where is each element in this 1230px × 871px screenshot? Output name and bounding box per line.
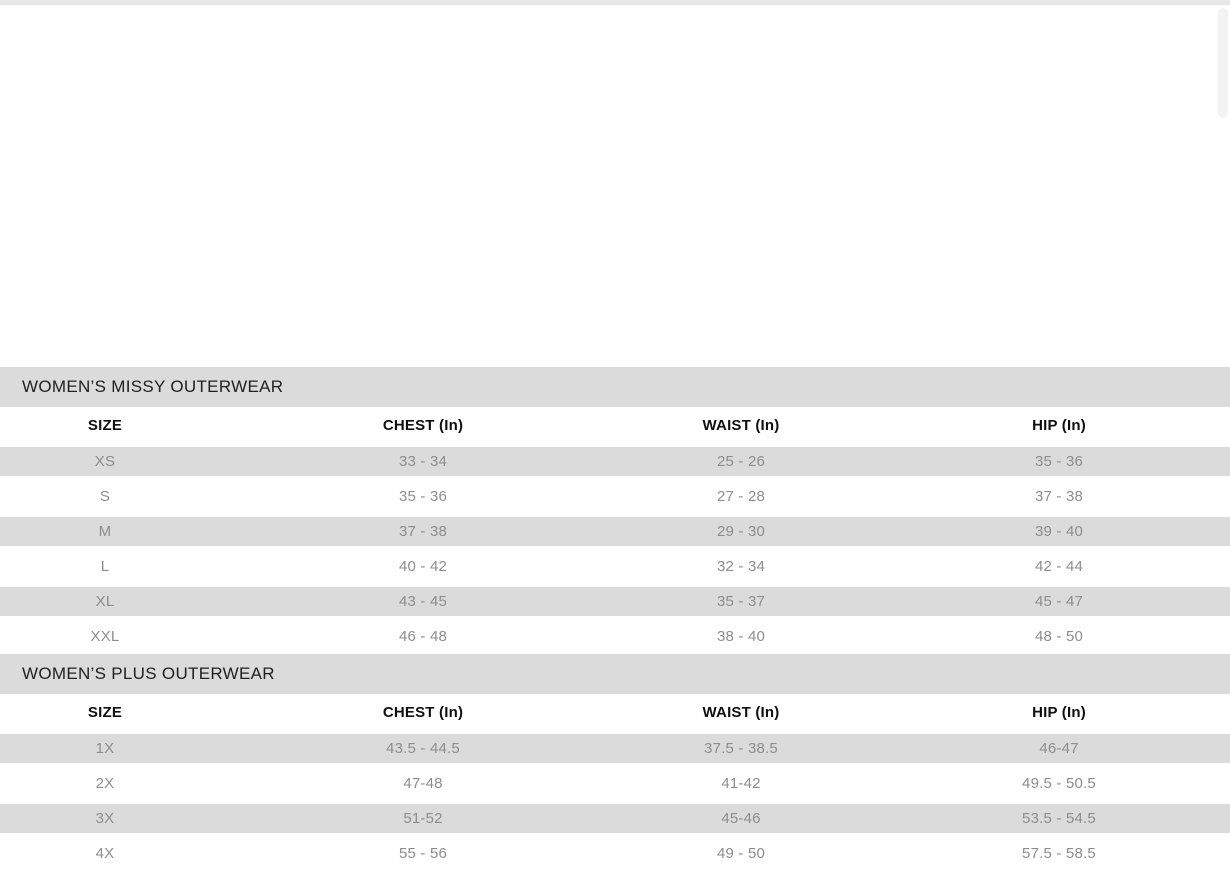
column-header-size: SIZE xyxy=(0,694,264,731)
header-row: SIZE CHEST (In) WAIST (In) HIP (In) xyxy=(0,694,1230,731)
section-title: WOMEN’S PLUS OUTERWEAR xyxy=(22,664,275,683)
column-header-chest: CHEST (In) xyxy=(264,694,582,731)
size-cell: L xyxy=(0,549,264,584)
header-row: SIZE CHEST (In) WAIST (In) HIP (In) xyxy=(0,407,1230,444)
chest-value-cell: 40 - 42 xyxy=(264,549,582,584)
chest-value-cell: 47-48 xyxy=(264,766,582,801)
section-header-bar: WOMEN’S MISSY OUTERWEAR xyxy=(0,367,1230,407)
chest-value-cell: 55 - 56 xyxy=(264,836,582,871)
size-cell: XXL xyxy=(0,619,264,654)
size-chart-section: WOMEN’S PLUS OUTERWEAR SIZE CHEST (In) WAI… xyxy=(0,654,1230,871)
column-header-waist: WAIST (In) xyxy=(582,694,900,731)
waist-value-cell: 41-42 xyxy=(582,766,900,801)
hip-value-cell: 48 - 50 xyxy=(900,619,1230,654)
hip-value-cell: 49.5 - 50.5 xyxy=(900,766,1230,801)
top-bar xyxy=(0,0,1230,5)
table-row: 4X 55 - 56 49 - 50 57.5 - 58.5 xyxy=(0,836,1230,871)
size-cell: 2X xyxy=(0,766,264,801)
size-chart-page: WOMEN’S MISSY OUTERWEAR SIZE CHEST (In) WA… xyxy=(0,5,1230,871)
table-row: L 40 - 42 32 - 34 42 - 44 xyxy=(0,549,1230,584)
waist-value-cell: 49 - 50 xyxy=(582,836,900,871)
chest-value-cell: 43.5 - 44.5 xyxy=(264,731,582,766)
section-title: WOMEN’S MISSY OUTERWEAR xyxy=(22,377,284,396)
hip-value-cell: 37 - 38 xyxy=(900,479,1230,514)
chest-value-cell: 33 - 34 xyxy=(264,444,582,479)
column-header-waist: WAIST (In) xyxy=(582,407,900,444)
size-cell: XS xyxy=(0,444,264,479)
column-header-chest: CHEST (In) xyxy=(264,407,582,444)
waist-value-cell: 25 - 26 xyxy=(582,444,900,479)
hip-value-cell: 39 - 40 xyxy=(900,514,1230,549)
column-header-size: SIZE xyxy=(0,407,264,444)
scrollbar-thumb[interactable] xyxy=(1218,8,1228,118)
size-table: SIZE CHEST (In) WAIST (In) HIP (In) XS 33 - … xyxy=(0,407,1230,654)
table-row: XS 33 - 34 25 - 26 35 - 36 xyxy=(0,444,1230,479)
size-cell: M xyxy=(0,514,264,549)
waist-value-cell: 27 - 28 xyxy=(582,479,900,514)
hip-value-cell: 42 - 44 xyxy=(900,549,1230,584)
table-row: 3X 51-52 45-46 53.5 - 54.5 xyxy=(0,801,1230,836)
size-table: SIZE CHEST (In) WAIST (In) HIP (In) 1X 43.5 … xyxy=(0,694,1230,871)
waist-value-cell: 29 - 30 xyxy=(582,514,900,549)
size-cell: S xyxy=(0,479,264,514)
waist-value-cell: 45-46 xyxy=(582,801,900,836)
table-row: XL 43 - 45 35 - 37 45 - 47 xyxy=(0,584,1230,619)
hip-value-cell: 45 - 47 xyxy=(900,584,1230,619)
chest-value-cell: 35 - 36 xyxy=(264,479,582,514)
hip-value-cell: 35 - 36 xyxy=(900,444,1230,479)
section-header-bar: WOMEN’S PLUS OUTERWEAR xyxy=(0,654,1230,694)
hip-value-cell: 46-47 xyxy=(900,731,1230,766)
size-cell: 1X xyxy=(0,731,264,766)
size-cell: 4X xyxy=(0,836,264,871)
column-header-hip: HIP (In) xyxy=(900,407,1230,444)
chest-value-cell: 46 - 48 xyxy=(264,619,582,654)
table-row: M 37 - 38 29 - 30 39 - 40 xyxy=(0,514,1230,549)
table-row: S 35 - 36 27 - 28 37 - 38 xyxy=(0,479,1230,514)
size-chart-section: WOMEN’S MISSY OUTERWEAR SIZE CHEST (In) WA… xyxy=(0,367,1230,654)
waist-value-cell: 38 - 40 xyxy=(582,619,900,654)
size-cell: 3X xyxy=(0,801,264,836)
waist-value-cell: 37.5 - 38.5 xyxy=(582,731,900,766)
size-charts: WOMEN’S MISSY OUTERWEAR SIZE CHEST (In) WA… xyxy=(0,367,1230,871)
chest-value-cell: 51-52 xyxy=(264,801,582,836)
hip-value-cell: 57.5 - 58.5 xyxy=(900,836,1230,871)
chest-value-cell: 37 - 38 xyxy=(264,514,582,549)
table-row: 1X 43.5 - 44.5 37.5 - 38.5 46-47 xyxy=(0,731,1230,766)
waist-value-cell: 32 - 34 xyxy=(582,549,900,584)
chest-value-cell: 43 - 45 xyxy=(264,584,582,619)
size-cell: XL xyxy=(0,584,264,619)
hip-value-cell: 53.5 - 54.5 xyxy=(900,801,1230,836)
waist-value-cell: 35 - 37 xyxy=(582,584,900,619)
table-row: 2X 47-48 41-42 49.5 - 50.5 xyxy=(0,766,1230,801)
table-row: XXL 46 - 48 38 - 40 48 - 50 xyxy=(0,619,1230,654)
column-header-hip: HIP (In) xyxy=(900,694,1230,731)
